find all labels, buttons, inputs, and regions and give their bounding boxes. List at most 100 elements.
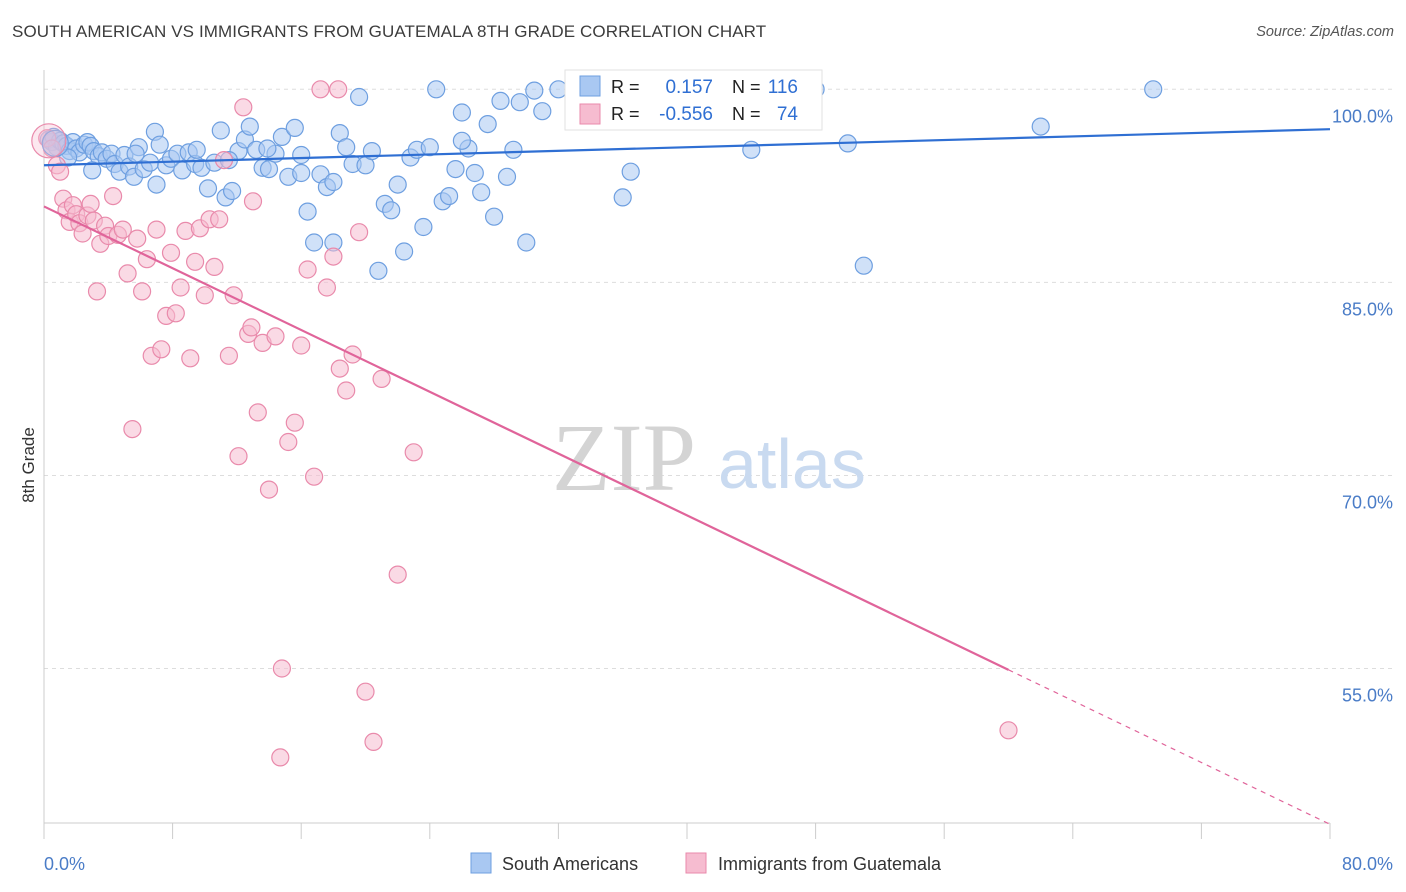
stats-n-label-2: N = [732, 104, 761, 124]
stats-r-label-2: R = [611, 104, 640, 124]
point-guatemala-21 [118, 264, 137, 283]
point-guatemala-71 [271, 748, 290, 767]
point-guatemala-55 [292, 336, 311, 355]
point-south-americans-78 [465, 163, 484, 183]
trend-line-south-americans [43, 128, 1331, 167]
axes [43, 70, 1331, 839]
stats-r-label-1: R = [611, 77, 640, 97]
point-south-americans-112 [83, 161, 102, 180]
point-south-americans-74 [440, 187, 459, 206]
point-guatemala-56 [298, 260, 317, 279]
point-guatemala-57 [305, 467, 324, 486]
point-south-americans-89 [549, 80, 568, 99]
point-guatemala-18 [103, 187, 123, 206]
point-south-americans-99 [742, 140, 761, 159]
point-south-americans-94 [621, 162, 640, 181]
point-guatemala-60 [324, 247, 343, 266]
point-guatemala-40 [210, 210, 229, 229]
point-guatemala-52 [272, 659, 291, 678]
y-tick-label-70: 70.0% [1342, 492, 1393, 512]
point-south-americans-88 [533, 102, 552, 121]
point-guatemala-31 [166, 304, 185, 323]
point-south-americans-81 [485, 207, 504, 226]
point-south-americans-115 [292, 163, 311, 183]
point-south-americans-82 [491, 91, 510, 111]
stats-n-value-1: 116 [768, 77, 798, 98]
point-south-americans-51 [292, 145, 311, 165]
stats-box-frame [564, 69, 823, 131]
point-guatemala-53 [279, 432, 298, 452]
point-south-americans-75 [446, 160, 465, 179]
x-tick-label-max: 80.0% [1342, 854, 1393, 874]
point-south-americans-111 [452, 131, 471, 150]
point-guatemala-64 [350, 223, 369, 242]
watermark-atlas: atlas [718, 425, 866, 503]
point-south-americans-76 [452, 103, 471, 122]
watermark: ZIP atlas [552, 404, 866, 511]
point-south-americans-105 [1144, 80, 1163, 99]
point-guatemala-66 [364, 732, 383, 752]
point-guatemala-54 [285, 413, 304, 432]
point-guatemala-3 [50, 162, 70, 181]
y-tick-labels: 100.0% 85.0% 70.0% 55.0% [1332, 106, 1393, 705]
point-guatemala-65 [356, 682, 375, 701]
point-south-americans-86 [517, 233, 536, 252]
point-guatemala-32 [171, 278, 190, 297]
point-guatemala-62 [337, 381, 356, 400]
grid-lines [44, 88, 1394, 670]
point-guatemala-58 [311, 80, 330, 99]
point-guatemala-35 [186, 252, 205, 271]
point-guatemala-61 [330, 359, 349, 378]
y-axis-label: 8th Grade [19, 427, 38, 503]
point-guatemala-45 [234, 98, 253, 117]
point-south-americans-109 [258, 139, 277, 158]
point-guatemala-42 [219, 346, 238, 365]
y-tick-label-100: 100.0% [1332, 106, 1393, 126]
point-south-americans-110 [324, 172, 343, 192]
point-guatemala-39 [205, 257, 224, 276]
point-south-americans-46 [259, 160, 279, 179]
point-south-americans-38 [211, 121, 230, 140]
point-south-americans-63 [369, 261, 388, 280]
legend-swatch-south-americans [470, 852, 492, 874]
point-south-americans-85 [510, 93, 529, 112]
y-tick-label-85: 85.0% [1342, 299, 1393, 319]
point-south-americans-50 [285, 118, 304, 138]
chart-title: SOUTH AMERICAN VS IMMIGRANTS FROM GUATEM… [12, 22, 767, 41]
point-south-americans-83 [497, 167, 517, 186]
point-south-americans-40 [223, 181, 242, 201]
point-south-americans-93 [613, 188, 632, 207]
point-guatemala-47 [243, 192, 263, 211]
point-south-americans-65 [382, 201, 401, 220]
point-guatemala-44 [229, 447, 248, 466]
point-south-americans-107 [126, 144, 145, 163]
point-guatemala-70 [999, 721, 1018, 740]
point-guatemala-72 [329, 80, 348, 99]
point-guatemala-cluster [31, 123, 67, 159]
point-south-americans-58 [337, 138, 356, 157]
stats-n-label-1: N = [732, 77, 761, 97]
stats-r-value-2: -0.556 [659, 104, 713, 125]
point-south-americans-28 [150, 135, 169, 154]
point-guatemala-69 [404, 443, 423, 462]
point-guatemala-67 [372, 369, 391, 388]
point-guatemala-50 [259, 480, 279, 499]
point-guatemala-37 [195, 286, 214, 305]
point-south-americans-48 [272, 127, 291, 146]
point-south-americans-79 [472, 183, 491, 202]
point-south-americans-87 [525, 81, 544, 100]
point-south-americans-103 [854, 256, 873, 275]
stats-legend-box: R = 0.157 N = 116 R = -0.556 N = 74 [564, 69, 823, 131]
watermark-zip: ZIP [552, 404, 696, 511]
legend-label-guatemala: Immigrants from Guatemala [718, 854, 942, 874]
point-guatemala-24 [133, 282, 152, 301]
point-south-americans-84 [504, 140, 523, 159]
point-south-americans-36 [198, 179, 218, 198]
stats-r-value-1: 0.157 [665, 77, 713, 98]
point-guatemala-20 [113, 220, 132, 239]
point-guatemala-23 [128, 229, 147, 248]
point-guatemala-68 [388, 565, 407, 584]
point-south-americans-60 [350, 87, 369, 107]
stats-swatch-pink [579, 103, 601, 125]
